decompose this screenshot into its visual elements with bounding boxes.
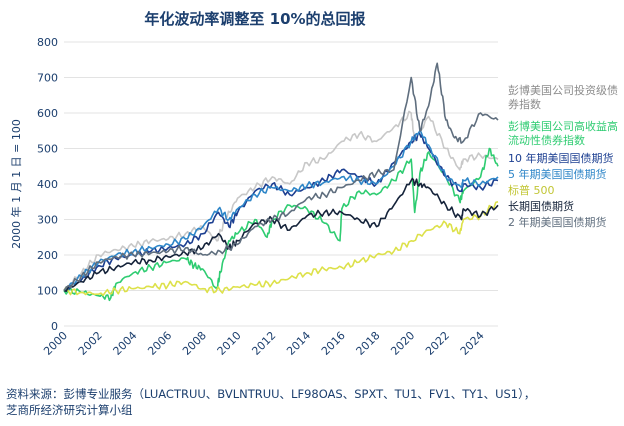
source-line-1: 资料来源：彭博专业服务（LUACTRUU、BVLNTRUU、LF98OAS、SP…	[6, 387, 536, 401]
x-tick-label: 2000	[41, 329, 70, 358]
y-tick-label: 300	[37, 214, 58, 227]
series-line	[63, 147, 499, 302]
series-line	[63, 110, 499, 291]
x-tick-label: 2014	[284, 329, 313, 358]
y-tick-label: 700	[37, 72, 58, 85]
source-line-2: 芝商所经济研究计算小组	[6, 403, 133, 417]
series-line	[63, 62, 499, 291]
y-tick-label: 200	[37, 249, 58, 262]
x-tick-label: 2002	[76, 329, 105, 358]
series-line	[63, 201, 499, 297]
x-tick-label: 2020	[388, 329, 417, 358]
legend-item: 2 年期美国国债期货	[508, 216, 607, 229]
y-tick-label: 600	[37, 107, 58, 120]
x-tick-label: 2010	[215, 329, 244, 358]
y-tick-label: 400	[37, 178, 58, 191]
y-tick-label: 0	[51, 320, 58, 333]
x-tick-label: 2022	[423, 329, 452, 358]
x-tick-label: 2024	[458, 329, 487, 358]
legend-item: 彭博美国公司高收益高流动性债券指数	[508, 120, 618, 147]
x-tick-label: 2006	[145, 329, 174, 358]
x-tick-labels: 2000 2002 2004 2006 2008 2010 2012 2014 2016 2018…	[41, 329, 487, 358]
x-tick-label: 2016	[319, 329, 348, 358]
series-line	[63, 130, 499, 292]
chart-title: 年化波动率调整至 10%的总回报	[144, 10, 366, 28]
y-tick-labels: 0 100 200 300 400 500 600 700 800	[37, 36, 58, 333]
x-tick-label: 2018	[354, 329, 383, 358]
y-tick-label: 500	[37, 143, 58, 156]
y-axis-label: 2000 年 1 月 1 日 = 100	[9, 119, 23, 249]
x-tick-label: 2008	[180, 329, 209, 358]
x-tick-label: 2004	[111, 329, 140, 358]
y-tick-label: 800	[37, 36, 58, 49]
series-line	[63, 177, 499, 293]
x-tick-label: 2012	[249, 329, 278, 358]
legend-item: 长期国债期货	[508, 200, 574, 213]
legend-item: 5 年期美国国债期货	[508, 168, 607, 181]
series-lines	[63, 62, 499, 302]
legend-item: 彭博美国公司投资级债券指数	[508, 84, 618, 111]
y-tick-label: 100	[37, 285, 58, 298]
source-note: 资料来源：彭博专业服务（LUACTRUU、BVLNTRUU、LF98OAS、SP…	[6, 386, 618, 418]
legend-item: 10 年期美国国债期货	[508, 152, 614, 165]
legend-item: 标普 500	[508, 184, 555, 197]
